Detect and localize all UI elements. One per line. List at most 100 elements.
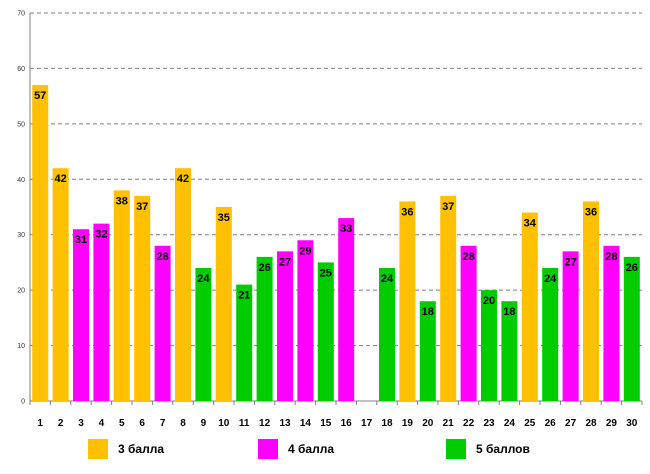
bar-21 [440,195,457,401]
bar-27 [562,251,579,401]
bar-6 [134,195,151,401]
x-tick-label-2: 2 [58,418,64,429]
x-tick-label-4: 4 [99,418,105,429]
legend-label-4-balla: 4 балла [288,442,335,456]
bar-19 [399,201,416,401]
bar-8 [175,168,191,401]
value-label-16: 33 [340,223,352,235]
x-tick-label-6: 6 [139,418,145,429]
x-tick-label-14: 14 [300,418,312,429]
value-label-25: 34 [524,218,537,230]
y-tick-label: 0 [21,399,25,406]
value-label-13: 27 [279,256,291,268]
x-tick-label-28: 28 [585,418,597,429]
value-label-3: 31 [75,234,87,246]
x-tick-label-24: 24 [504,418,516,429]
x-tick-label-11: 11 [239,418,250,429]
legend-item-5-ballov: 5 баллов [446,438,530,460]
value-label-27: 27 [564,256,576,268]
bar-26 [542,267,559,401]
value-label-15: 25 [320,267,332,279]
value-label-21: 37 [442,201,454,213]
y-tick-label: 20 [17,288,25,295]
x-tick-label-26: 26 [545,418,557,429]
x-tick-label-9: 9 [201,418,207,429]
bar-20 [419,301,436,401]
value-label-8: 42 [177,173,189,185]
x-tick-labels: 1 2 3 4 5 6 7 8 9 10 11 12 13 14 15 16 17 18 19 20 21 22 23 24 2… [37,418,637,429]
bar-4 [93,223,110,401]
bar-14 [297,240,314,401]
bar-25 [521,212,538,401]
x-tick-label-8: 8 [180,418,186,429]
value-label-1: 57 [34,90,46,102]
value-label-29: 28 [605,251,617,263]
y-tick-label: 30 [17,232,25,239]
x-tick-label-15: 15 [320,418,332,429]
x-tick-label-16: 16 [341,418,353,429]
bar-12 [256,256,273,401]
value-label-5: 38 [116,195,128,207]
value-label-28: 36 [585,206,597,218]
x-tick-label-18: 18 [381,418,393,429]
bar-9 [195,267,212,401]
x-tick-label-7: 7 [160,418,166,429]
y-tick-label: 40 [17,177,25,184]
value-label-20: 18 [422,306,434,318]
bar-30 [623,256,640,401]
bar-1 [32,85,49,402]
x-tick-label-12: 12 [259,418,271,429]
x-tick-label-29: 29 [606,418,618,429]
value-label-2: 42 [54,173,66,185]
bar-22 [460,245,477,401]
x-tick-label-3: 3 [78,418,84,429]
y-tick-label: 70 [17,11,25,18]
value-label-30: 26 [626,262,638,274]
value-label-11: 21 [238,290,250,302]
bar-2 [52,168,69,401]
x-tick-label-19: 19 [402,418,414,429]
x-tick-label-17: 17 [361,418,373,429]
value-label-23: 20 [483,295,495,307]
bar-15 [317,262,334,401]
legend-swatch-5-ballov [446,439,466,459]
value-label-18: 24 [381,273,394,285]
bar-5 [113,190,130,401]
y-tick-label: 10 [17,343,25,350]
bar-16 [338,218,355,401]
legend-swatch-3-balla [88,439,108,459]
axes [29,13,643,405]
bar-3 [73,229,89,401]
value-label-9: 24 [197,273,210,285]
x-tick-label-23: 23 [483,418,495,429]
grid-lines [30,12,642,347]
bar-7 [154,245,171,401]
legend-label-3-balla: 3 балла [118,442,165,456]
bar-10 [215,207,232,401]
value-label-7: 28 [156,251,168,263]
bar-28 [583,201,599,401]
value-label-19: 36 [401,206,413,218]
x-tick-label-25: 25 [524,418,536,429]
x-tick-label-10: 10 [218,418,230,429]
bar-24 [501,301,518,401]
value-label-10: 35 [218,212,230,224]
value-label-6: 37 [136,201,148,213]
x-tick-label-1: 1 [37,418,43,429]
value-label-4: 32 [95,229,107,241]
value-labels: 57 42 31 32 38 37 28 42 24 35 21 26 27 29 25 33 24 36 18 37… [34,90,638,318]
x-tick-label-27: 27 [565,418,577,429]
value-label-24: 18 [503,306,515,318]
y-tick-label: 50 [17,121,25,128]
value-label-14: 29 [299,245,311,257]
bars [32,85,640,402]
bar-18 [379,267,395,401]
value-label-12: 26 [258,262,270,274]
value-label-26: 24 [544,273,557,285]
legend-item-3-balla: 3 балла [88,438,164,460]
x-tick-label-5: 5 [119,418,125,429]
x-tick-label-20: 20 [422,418,434,429]
bar-11 [236,284,253,401]
x-tick-label-21: 21 [443,418,455,429]
